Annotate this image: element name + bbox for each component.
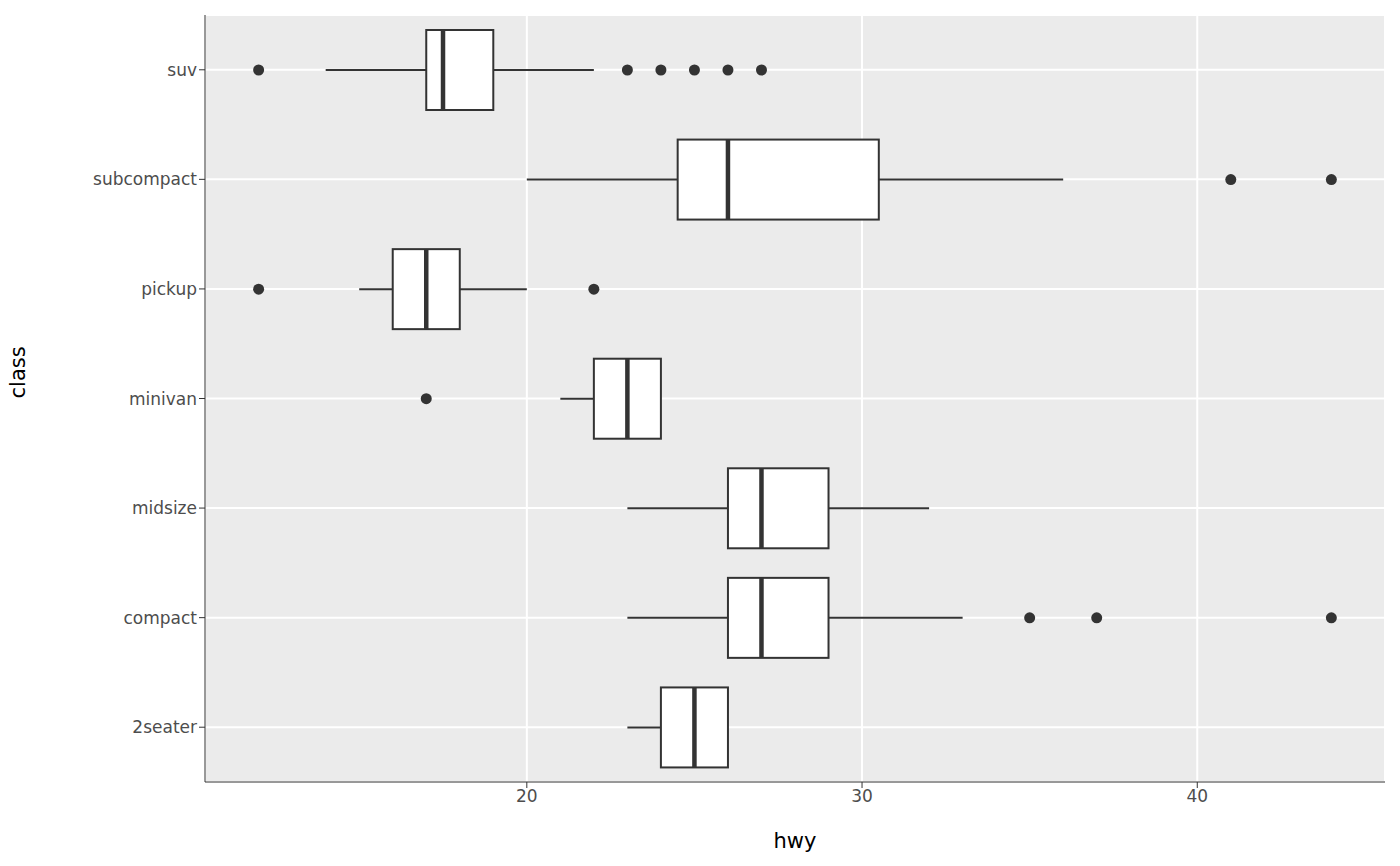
svg-text:minivan: minivan <box>129 389 197 409</box>
svg-text:suv: suv <box>167 60 197 80</box>
svg-text:compact: compact <box>123 608 197 628</box>
svg-text:hwy: hwy <box>774 829 817 853</box>
svg-text:subcompact: subcompact <box>93 169 197 189</box>
svg-text:class: class <box>8 346 30 398</box>
svg-text:pickup: pickup <box>141 279 197 299</box>
svg-text:2seater: 2seater <box>132 717 197 737</box>
svg-text:20: 20 <box>516 786 538 806</box>
svg-text:30: 30 <box>851 786 873 806</box>
svg-text:40: 40 <box>1186 786 1208 806</box>
svg-text:midsize: midsize <box>132 498 197 518</box>
